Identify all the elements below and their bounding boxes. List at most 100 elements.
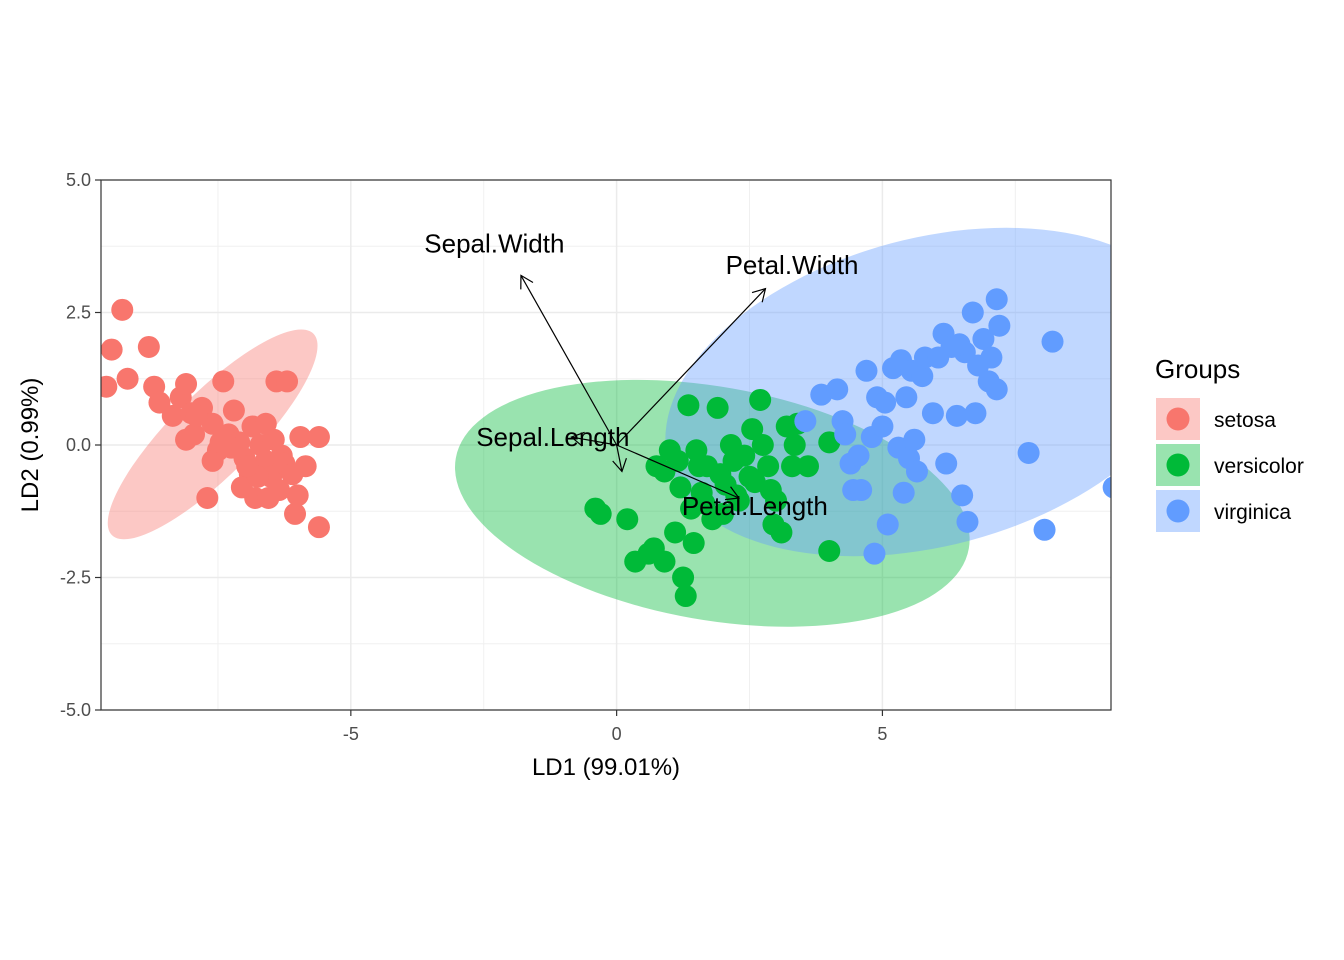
point-versicolor [664, 521, 687, 544]
point-setosa [175, 373, 198, 396]
y-axis-title: LD2 (0.99%) [17, 378, 44, 513]
point-versicolor [818, 540, 841, 562]
point-virginica [921, 402, 944, 425]
y-tick-label: 2.5 [66, 303, 91, 323]
point-setosa [257, 487, 280, 509]
arrow-shaft-arrow-4 [616, 444, 623, 472]
point-setosa [196, 487, 219, 509]
arrow-head-sepal-width [520, 274, 534, 290]
legend-title: Groups [1155, 354, 1240, 384]
y-tick-label: 5.0 [66, 170, 91, 190]
point-setosa [161, 404, 184, 427]
legend-dot-versicolor [1166, 453, 1190, 477]
legend-dot-setosa [1166, 407, 1190, 431]
point-setosa [236, 455, 259, 478]
point-versicolor [765, 489, 788, 512]
point-setosa [284, 502, 307, 525]
arrow-label-petal-width: Petal.Width [726, 250, 859, 280]
point-versicolor [589, 502, 612, 525]
point-setosa [289, 426, 312, 449]
point-virginica [850, 479, 873, 502]
point-setosa [209, 431, 232, 454]
point-virginica [911, 365, 934, 388]
point-versicolor [741, 418, 764, 441]
arrow-label-sepal-width: Sepal.Width [424, 229, 564, 259]
x-tick-label: -5 [343, 724, 359, 744]
point-setosa [101, 375, 118, 398]
point-setosa [137, 335, 160, 358]
point-virginica [903, 428, 926, 451]
point-versicolor [682, 532, 705, 555]
legend-label-versicolor: versicolor [1214, 455, 1304, 478]
arrow-shaft-sepal-length [571, 436, 617, 446]
point-virginica [985, 378, 1008, 401]
point-versicolor [677, 394, 700, 417]
point-versicolor [797, 455, 819, 478]
point-virginica [871, 415, 894, 438]
point-setosa [230, 476, 253, 499]
point-virginica [985, 288, 1008, 311]
plot-panel [101, 227, 1111, 627]
point-virginica [876, 513, 899, 536]
point-setosa [201, 449, 224, 472]
point-setosa [276, 370, 299, 393]
point-virginica [1017, 441, 1040, 464]
y-tick-label: -5.0 [60, 700, 91, 720]
arrow-head-petal-width [751, 287, 767, 303]
point-virginica [980, 346, 1003, 369]
arrow-head-petal-length [724, 486, 740, 501]
point-virginica [826, 378, 849, 401]
point-virginica [1033, 518, 1056, 541]
point-virginica [988, 314, 1011, 337]
data-points [101, 288, 1111, 608]
point-virginica [1102, 476, 1111, 499]
point-virginica [895, 386, 918, 409]
point-virginica [935, 452, 958, 475]
point-versicolor [674, 585, 697, 608]
point-setosa [307, 426, 330, 449]
point-virginica [948, 333, 971, 356]
point-versicolor [781, 455, 804, 478]
arrow-shaft-petal-width [616, 288, 766, 446]
point-setosa [175, 428, 198, 451]
point-versicolor [757, 455, 780, 478]
point-versicolor [653, 550, 676, 573]
loading-arrows: Sepal.Width Petal.Width Sepal.Length Petal.… [424, 229, 858, 521]
y-tick-label: 0.0 [66, 435, 91, 455]
legend-label-virginica: virginica [1214, 501, 1291, 524]
point-virginica [874, 391, 897, 414]
point-versicolor [666, 449, 689, 472]
point-virginica [847, 444, 870, 467]
axes: -5 0 5 -5.0 -2.5 0.0 2.5 5.0 [60, 170, 887, 744]
point-virginica [892, 481, 915, 504]
legend: Groups setosa versicolor virginica [1155, 354, 1304, 532]
point-setosa [307, 516, 330, 539]
point-versicolor [749, 388, 772, 411]
arrow-label-sepal-length: Sepal.Length [476, 422, 629, 452]
arrow-label-petal-length: Petal.Length [682, 491, 828, 521]
point-versicolor [733, 444, 756, 467]
point-virginica [961, 301, 984, 324]
legend-label-setosa: setosa [1214, 409, 1276, 432]
arrow-head-sepal-length [570, 431, 585, 447]
point-virginica [945, 404, 968, 427]
y-tick-label: -2.5 [60, 568, 91, 588]
point-versicolor [783, 434, 806, 456]
point-setosa [101, 338, 123, 361]
point-versicolor [616, 508, 639, 531]
point-setosa [286, 484, 309, 507]
x-axis-title: LD1 (99.01%) [532, 754, 680, 781]
point-virginica [1041, 330, 1064, 353]
point-virginica [951, 484, 974, 507]
point-setosa [254, 412, 277, 435]
arrow-head-arrow-4 [612, 458, 627, 473]
point-virginica [834, 423, 857, 446]
point-versicolor [706, 396, 729, 419]
point-versicolor [669, 476, 692, 499]
point-virginica [794, 410, 817, 433]
point-versicolor [770, 521, 793, 544]
x-tick-label: 5 [877, 724, 887, 744]
point-virginica [905, 460, 928, 483]
point-setosa [222, 399, 245, 422]
